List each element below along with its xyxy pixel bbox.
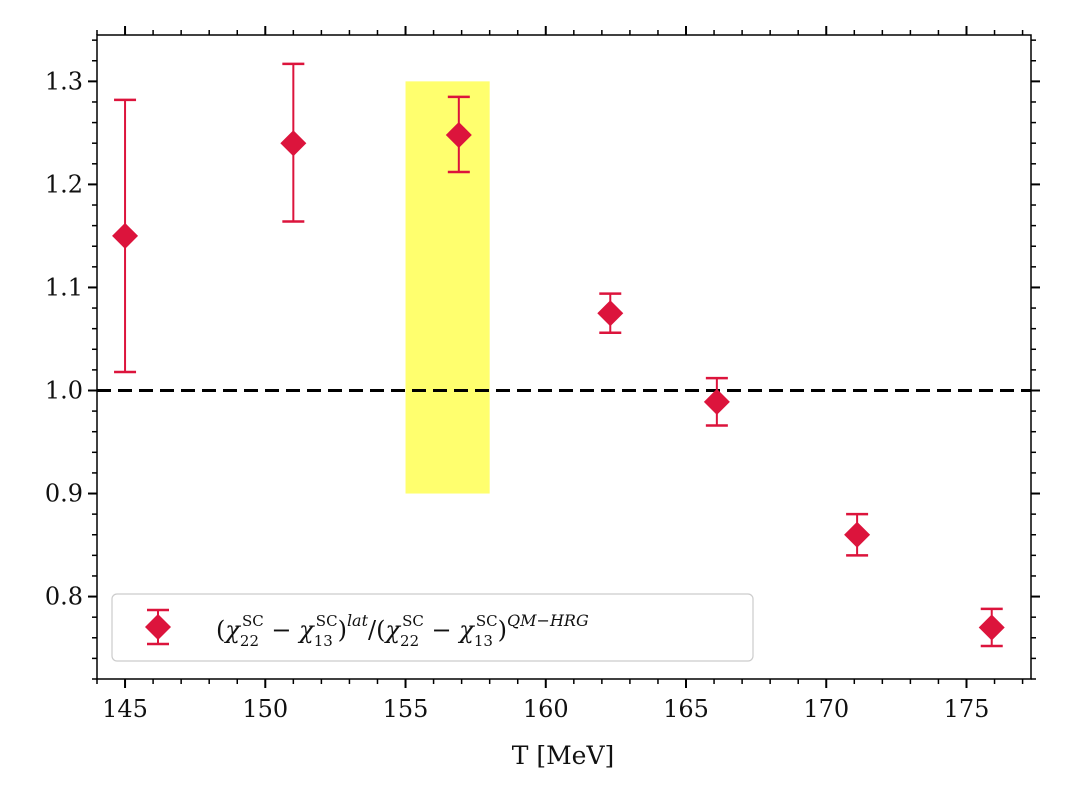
- highlight-band: [405, 81, 490, 494]
- x-axis-title: T [MeV]: [512, 741, 615, 770]
- x-tick-label: 175: [944, 695, 990, 723]
- x-tick-label: 170: [803, 695, 849, 723]
- x-tick-label: 155: [383, 695, 429, 723]
- x-tick-label: 165: [663, 695, 709, 723]
- x-tick-label: 150: [242, 695, 288, 723]
- legend-marker: [145, 614, 171, 640]
- data-point: [978, 614, 1005, 641]
- data-point: [112, 222, 139, 249]
- y-tick-label: 1.0: [45, 376, 83, 404]
- data-point: [445, 121, 472, 148]
- x-tick-label: 160: [523, 695, 569, 723]
- data-point: [597, 300, 624, 327]
- legend: (χ22SC − χ13SC)lat/(χ22SC − χ13SC)QM−HRG: [111, 593, 754, 662]
- plot-frame: [96, 34, 1032, 680]
- y-tick-label: 0.8: [45, 583, 83, 611]
- y-tick-label: 1.2: [45, 170, 83, 198]
- x-tick-label: 145: [102, 695, 148, 723]
- data-point: [844, 521, 871, 548]
- data-point: [703, 388, 730, 415]
- legend-label: (χ22SC − χ13SC)lat/(χ22SC − χ13SC)QM−HRG: [216, 611, 589, 650]
- legend-box: [111, 593, 754, 662]
- y-tick-label: 0.9: [45, 480, 83, 508]
- y-tick-label: 1.3: [45, 67, 83, 95]
- data-point: [280, 130, 307, 157]
- y-tick-label: 1.1: [45, 273, 83, 301]
